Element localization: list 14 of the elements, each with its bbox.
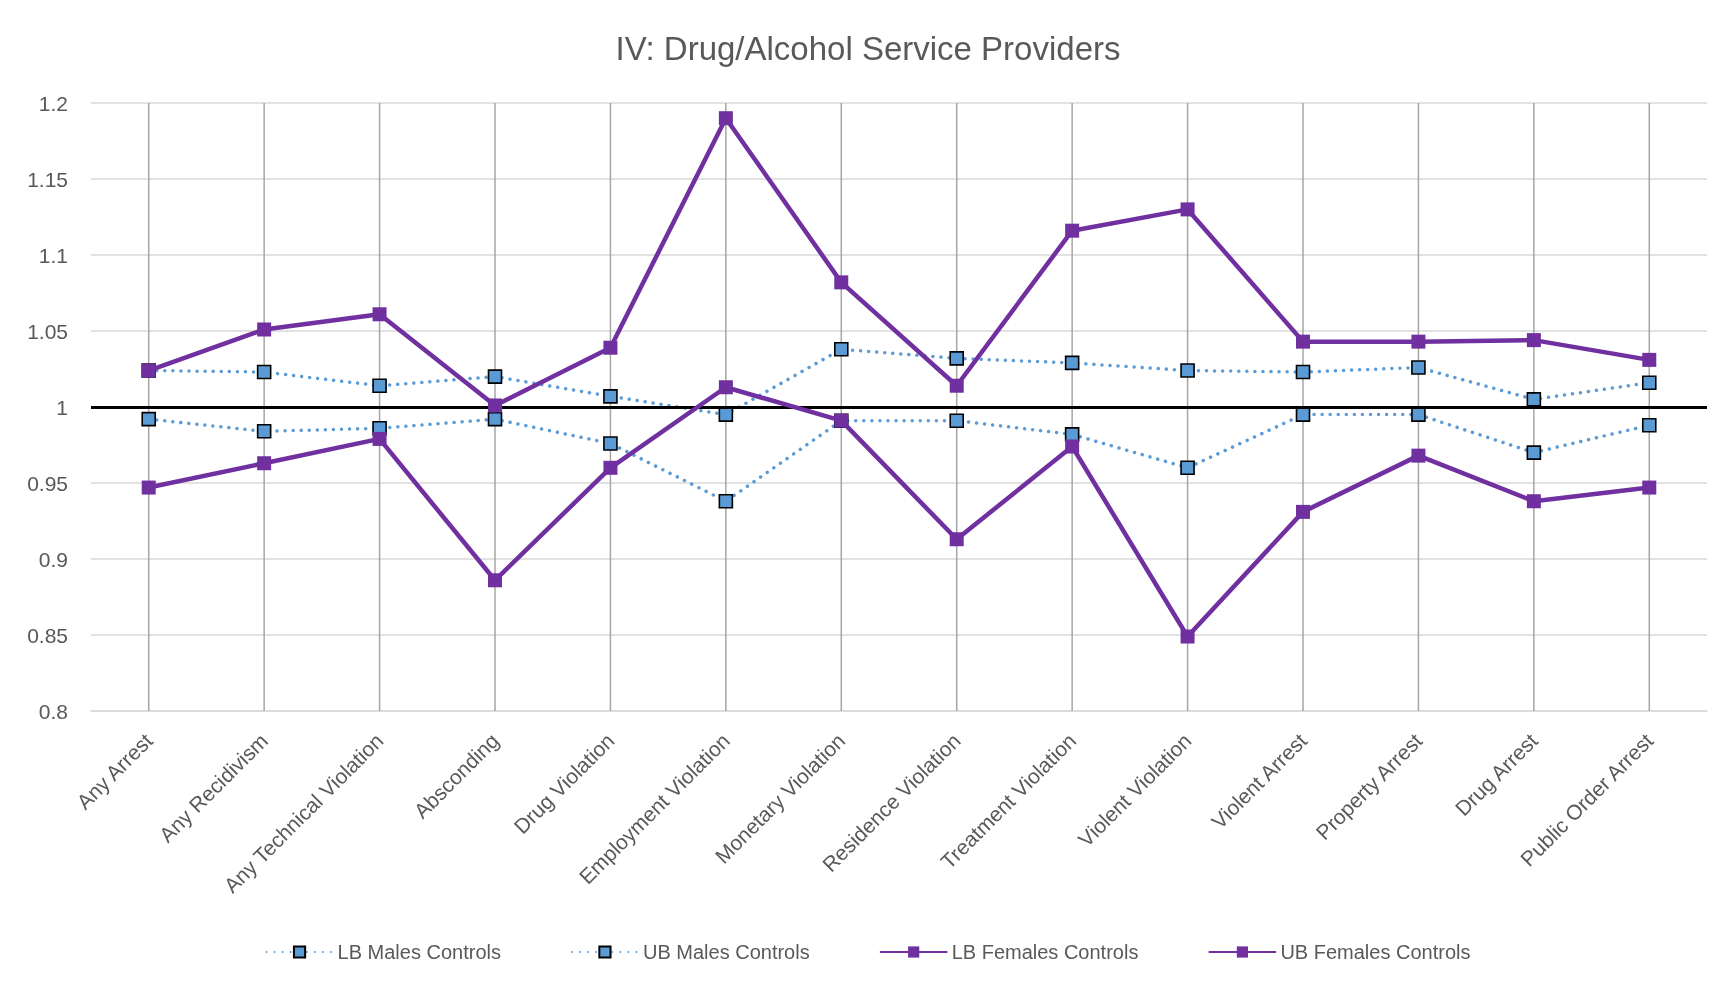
legend-label: UB Males Controls <box>642 941 810 963</box>
y-tick-label: 1.05 <box>27 319 68 343</box>
y-tick-label: 1.1 <box>38 243 68 267</box>
legend-label: LB Females Controls <box>951 941 1139 963</box>
y-tick-label: 1 <box>56 395 68 419</box>
y-tick-label: 1.2 <box>38 91 68 115</box>
y-tick-label: 0.9 <box>38 547 68 571</box>
y-tick-label: 0.8 <box>38 699 68 723</box>
chart-title: IV: Drug/Alcohol Service Providers <box>615 30 1121 67</box>
legend-label: LB Males Controls <box>337 941 501 963</box>
legend-label: UB Females Controls <box>1280 941 1471 963</box>
y-tick-label: 1.15 <box>27 167 68 191</box>
y-tick-label: 0.85 <box>27 623 68 647</box>
y-tick-label: 0.95 <box>27 471 68 495</box>
